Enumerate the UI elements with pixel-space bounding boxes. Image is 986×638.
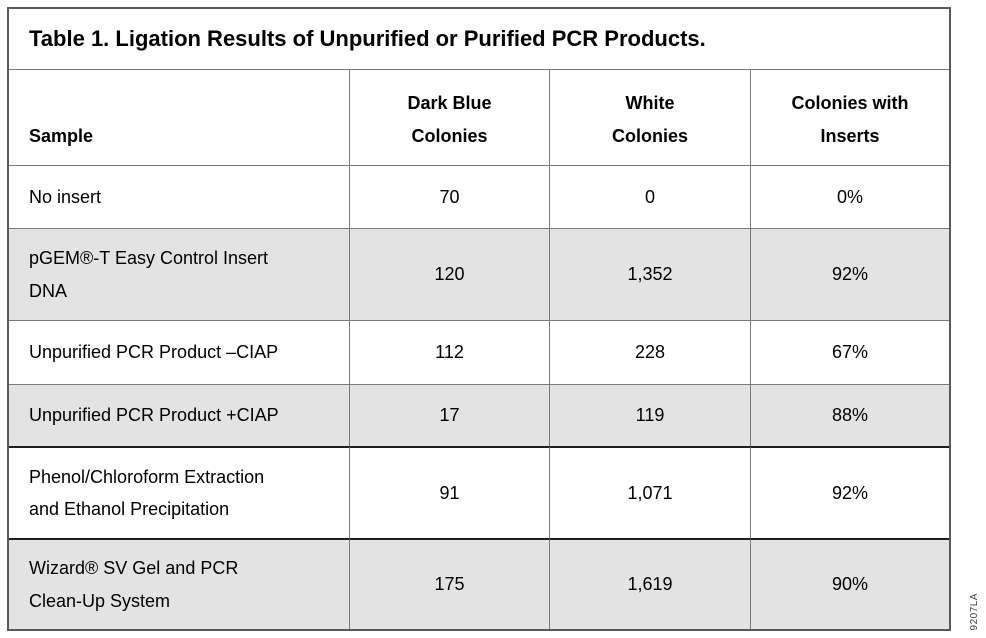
dark-blue-colonies-cell: 17 xyxy=(349,384,549,446)
ligation-results-table: Table 1. Ligation Results of Unpurified … xyxy=(7,7,951,631)
colonies-with-inserts-cell: 92% xyxy=(750,228,949,320)
part-number-watermark: 9207LA xyxy=(969,592,980,630)
white-colonies-cell: 228 xyxy=(549,320,750,384)
colonies-with-inserts-cell: 67% xyxy=(750,320,949,384)
white-colonies-cell: 1,352 xyxy=(549,228,750,320)
table-title: Table 1. Ligation Results of Unpurified … xyxy=(9,9,949,69)
column-header-dark-blue-colonies: Dark Blue Colonies xyxy=(349,69,549,165)
dark-blue-colonies-cell: 112 xyxy=(349,320,549,384)
white-colonies-cell: 1,619 xyxy=(549,538,750,629)
colonies-with-inserts-cell: 92% xyxy=(750,446,949,538)
sample-cell: pGEM®-T Easy Control Insert DNA xyxy=(9,228,349,320)
column-header-colonies-with-inserts: Colonies with Inserts xyxy=(750,69,949,165)
white-colonies-cell: 119 xyxy=(549,384,750,446)
white-colonies-cell: 1,071 xyxy=(549,446,750,538)
sample-cell: Unpurified PCR Product +CIAP xyxy=(9,384,349,446)
column-header-sample: Sample xyxy=(9,69,349,165)
white-colonies-cell: 0 xyxy=(549,165,750,228)
sample-cell: Phenol/Chloroform Extraction and Ethanol… xyxy=(9,446,349,538)
sample-cell: Unpurified PCR Product –CIAP xyxy=(9,320,349,384)
colonies-with-inserts-cell: 88% xyxy=(750,384,949,446)
dark-blue-colonies-cell: 70 xyxy=(349,165,549,228)
dark-blue-colonies-cell: 120 xyxy=(349,228,549,320)
sample-cell: No insert xyxy=(9,165,349,228)
dark-blue-colonies-cell: 91 xyxy=(349,446,549,538)
sample-cell: Wizard® SV Gel and PCR Clean-Up System xyxy=(9,538,349,629)
dark-blue-colonies-cell: 175 xyxy=(349,538,549,629)
column-header-white-colonies: White Colonies xyxy=(549,69,750,165)
colonies-with-inserts-cell: 0% xyxy=(750,165,949,228)
colonies-with-inserts-cell: 90% xyxy=(750,538,949,629)
